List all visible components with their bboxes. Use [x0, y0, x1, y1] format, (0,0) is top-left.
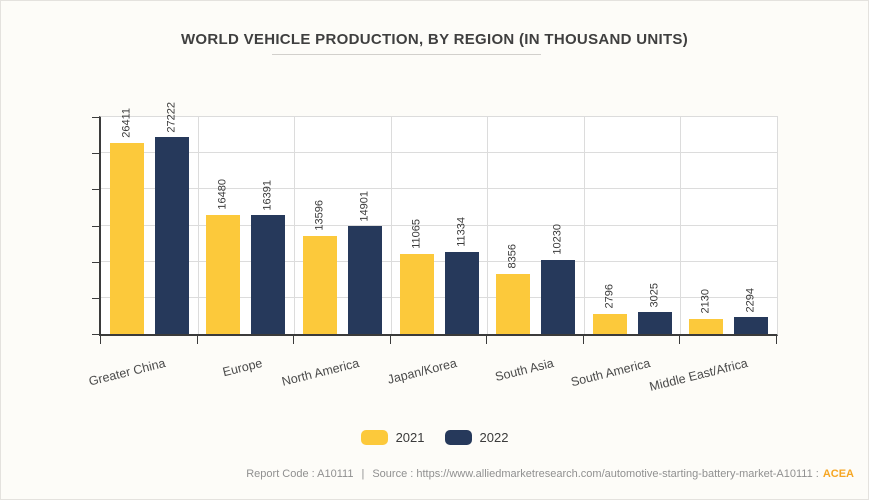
h-gridline	[101, 296, 777, 298]
bar-value-label: 16391	[261, 179, 274, 211]
chart-title: WORLD VEHICLE PRODUCTION, BY REGION (IN …	[180, 31, 689, 48]
bar-2021-north-america: 13596	[302, 200, 337, 334]
source-text: Source : https://www.alliedmarketresearc…	[372, 468, 819, 480]
v-gridline	[680, 117, 682, 334]
legend-item-2021: 2021	[360, 430, 425, 445]
legend-swatch-2021	[360, 430, 388, 445]
bar-groups: 26411 27222 16480 16391 13596 14901 11065 11334…	[101, 102, 777, 334]
h-gridline	[101, 152, 777, 154]
bar-value-label: 26411	[120, 108, 133, 138]
legend-label-2021: 2021	[395, 430, 425, 445]
bar-2021-south-asia: 8356	[496, 244, 531, 334]
bar-group-japan-korea: 11065 11334	[391, 117, 488, 334]
x-axis-label-north-america: North America	[280, 356, 361, 389]
bar-2022-north-america: 14901	[347, 191, 382, 334]
source-attribution: ACEA	[822, 468, 854, 480]
v-gridline	[487, 117, 489, 334]
y-axis-tick	[92, 297, 99, 299]
bar-value-label: 11334	[455, 217, 468, 248]
bar-2021-japan-korea: 11065	[399, 219, 434, 334]
bar-2021-middle-east-africa: 2130	[689, 289, 724, 334]
x-axis-labels: Greater China Europe North America Japan/Ko…	[87, 338, 778, 408]
bar-2021-greater-china: 26411	[109, 108, 144, 334]
bar-value-label: 27222	[165, 101, 178, 133]
x-axis-tick	[389, 336, 391, 344]
v-gridline	[197, 117, 199, 334]
legend-label-2022: 2022	[479, 430, 509, 445]
report-code: Report Code : A10111	[246, 468, 354, 480]
x-axis-tick	[293, 336, 295, 344]
x-axis-label-south-america: South America	[569, 356, 652, 390]
x-axis-tick	[582, 336, 584, 344]
legend-swatch-2022	[444, 430, 472, 445]
y-axis-tick	[92, 153, 99, 155]
bar-2022-south-america: 3025	[637, 283, 672, 334]
bar-value-label: 2796	[603, 284, 616, 309]
y-axis-tick	[92, 261, 99, 263]
bar-2021-europe: 16480	[206, 179, 241, 334]
bar-group-europe: 16480 16391	[198, 117, 295, 334]
x-axis-label-europe: Europe	[221, 356, 264, 380]
y-axis-tick	[92, 334, 99, 335]
x-axis-tick	[486, 336, 488, 344]
v-gridline	[583, 117, 585, 334]
bar-value-label: 13596	[313, 200, 326, 231]
bar-value-label: 8356	[506, 244, 519, 269]
bar-2022-middle-east-africa: 2294	[734, 288, 769, 334]
x-axis-label-japan-korea: Japan/Korea	[385, 356, 458, 387]
bar-value-label: 14901	[358, 190, 371, 222]
bar-2022-japan-korea: 11334	[444, 217, 479, 334]
bar-group-south-america: 2796 3025	[584, 117, 681, 334]
bar-value-label: 10230	[551, 224, 564, 256]
bar-group-greater-china: 26411 27222	[101, 102, 198, 334]
x-axis-label-middle-east-africa: Middle East/Africa	[647, 356, 749, 394]
bar-2022-greater-china: 27222	[154, 102, 189, 334]
h-gridline	[101, 188, 777, 190]
y-axis-tick	[92, 117, 99, 118]
bar-value-label: 2130	[699, 289, 712, 314]
footer-divider: |	[361, 468, 365, 480]
bar-group-middle-east-africa: 2130 2294	[680, 117, 777, 334]
x-axis-tick	[196, 336, 198, 344]
y-axis-tick	[92, 189, 99, 191]
bar-value-label: 3025	[648, 282, 661, 308]
bar-value-label: 2294	[744, 287, 757, 313]
x-axis-tick	[100, 336, 101, 344]
bar-group-south-asia: 8356 10230	[487, 117, 584, 334]
bar-value-label: 16480	[216, 179, 229, 210]
x-axis-tick	[776, 336, 777, 344]
bar-2022-south-asia: 10230	[541, 224, 576, 334]
bar-2021-south-america: 2796	[592, 284, 627, 334]
legend: 2021 2022	[1, 430, 868, 445]
bar-group-north-america: 13596 14901	[294, 117, 391, 334]
h-gridline	[101, 260, 777, 262]
x-axis-label-greater-china: Greater China	[87, 356, 167, 389]
x-axis-tick	[679, 336, 681, 344]
title-underline	[272, 54, 541, 55]
bar-value-label: 11065	[410, 219, 423, 249]
v-gridline	[294, 117, 296, 334]
footer: Report Code : A10111 | Source : https://ww…	[246, 468, 854, 480]
legend-item-2022: 2022	[444, 430, 509, 445]
v-gridline	[390, 117, 392, 334]
plot-area: 26411 27222 16480 16391 13596 14901 11065 11334…	[92, 102, 778, 344]
bar-2022-europe: 16391	[251, 180, 286, 334]
x-axis-label-south-asia: South Asia	[493, 356, 555, 385]
y-axis-tick	[92, 225, 99, 227]
h-gridline	[101, 224, 777, 226]
